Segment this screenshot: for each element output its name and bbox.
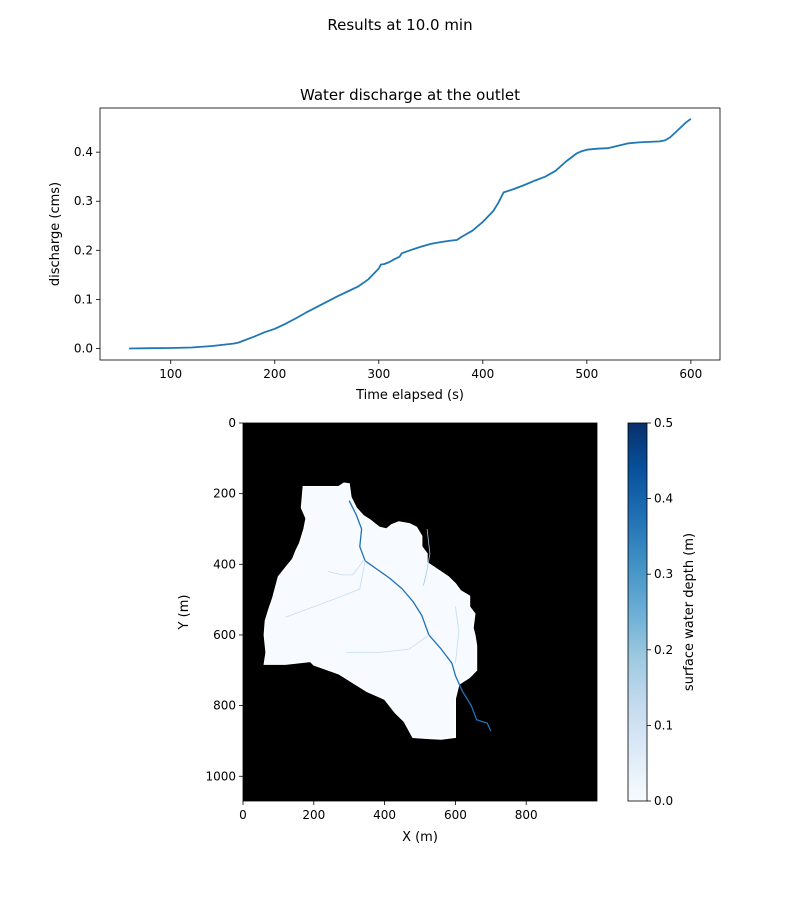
discharge-y-axis-label: discharge (cms) <box>48 182 63 286</box>
map-frame <box>242 422 598 802</box>
map-x-tick-label: 600 <box>444 808 467 822</box>
map-x-tick-label: 0 <box>239 808 247 822</box>
discharge-x-tick-label: 600 <box>679 367 702 381</box>
discharge-y-tick-label: 0.4 <box>74 145 93 159</box>
map-y-tick-label: 600 <box>213 628 236 642</box>
colorbar-tick-label: 0.4 <box>654 492 673 506</box>
colorbar-gradient <box>627 422 648 802</box>
stream-channel <box>348 500 492 732</box>
colorbar-label: surface water depth (m) <box>682 533 697 691</box>
map-y-tick-label: 1000 <box>205 769 236 783</box>
stream-channel <box>345 634 430 653</box>
discharge-plot-area <box>100 108 720 360</box>
discharge-x-tick-label: 100 <box>159 367 182 381</box>
map-y-ticks: 0 200 400 600 800 1000 <box>205 416 243 783</box>
colorbar-tick-label: 0.0 <box>654 794 673 808</box>
colorbar-tick-label: 0.2 <box>654 643 673 657</box>
discharge-series-line <box>129 118 692 350</box>
map-x-tick-label: 400 <box>373 808 396 822</box>
discharge-x-tick-label: 200 <box>263 367 286 381</box>
map-x-axis-label: X (m) <box>402 830 438 845</box>
map-y-tick-label: 800 <box>213 699 236 713</box>
discharge-x-axis-label: Time elapsed (s) <box>355 388 464 403</box>
stream-channels <box>285 500 492 732</box>
colorbar-ticks: 0.0 0.1 0.2 0.3 0.4 0.5 <box>647 416 673 808</box>
discharge-x-tick-label: 400 <box>471 367 494 381</box>
colorbar-tick-label: 0.3 <box>654 567 673 581</box>
colorbar-tick-label: 0.1 <box>654 718 673 732</box>
discharge-x-tick-label: 300 <box>367 367 390 381</box>
watershed-area <box>263 482 478 740</box>
discharge-y-tick-label: 0.0 <box>74 341 93 355</box>
discharge-y-ticks: 0.0 0.1 0.2 0.3 0.4 <box>74 145 100 355</box>
map-y-tick-label: 400 <box>213 557 236 571</box>
discharge-chart-title: Water discharge at the outlet <box>300 86 520 104</box>
figure-suptitle: Results at 10.0 min <box>327 16 472 34</box>
stream-channel <box>285 560 366 618</box>
stream-channel <box>455 606 460 664</box>
map-y-tick-label: 0 <box>228 416 236 430</box>
map-x-ticks: 0 200 400 600 800 <box>239 801 538 822</box>
map-y-tick-label: 200 <box>213 487 236 501</box>
discharge-y-tick-label: 0.2 <box>74 243 93 257</box>
discharge-x-ticks: 100 200 300 400 500 600 <box>159 360 702 381</box>
discharge-plot-frame <box>99 107 721 361</box>
colorbar: 0.0 0.1 0.2 0.3 0.4 0.5 surface water depth (… <box>627 416 697 808</box>
map-x-tick-label: 800 <box>515 808 538 822</box>
discharge-x-tick-label: 500 <box>575 367 598 381</box>
discharge-y-tick-label: 0.3 <box>74 194 93 208</box>
colorbar-tick-label: 0.5 <box>654 416 673 430</box>
stream-channel <box>423 528 431 586</box>
map-x-tick-label: 200 <box>302 808 325 822</box>
stream-channel <box>327 560 364 576</box>
discharge-line-chart: Water discharge at the outlet 100 200 300 4… <box>48 86 721 403</box>
discharge-y-tick-label: 0.1 <box>74 292 93 306</box>
map-y-axis-label: Y (m) <box>177 595 192 631</box>
water-depth-map: 0 200 400 600 800 0 200 400 600 800 1000 X (m) Y … <box>177 416 697 845</box>
